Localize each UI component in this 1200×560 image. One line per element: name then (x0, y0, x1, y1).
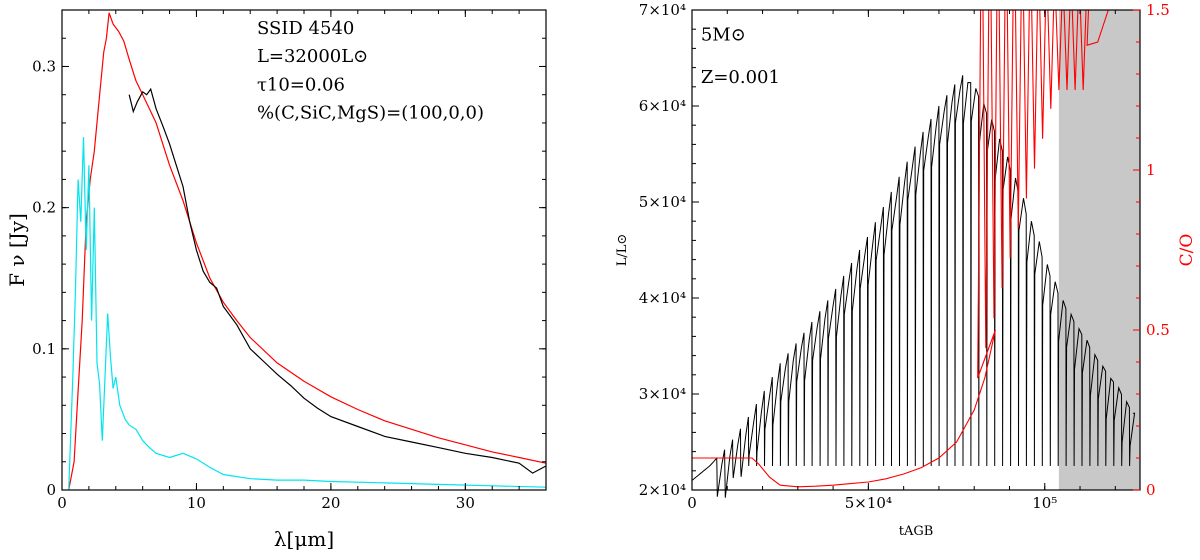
evolution-panel: 0 5×10⁴ 10⁵ 2×10⁴ 3×10⁴ 4×10⁴ 5×10⁴ 6×10⁴ 7×10⁴ 0… (615, 1, 1197, 539)
x-tick-label: 10 (187, 494, 206, 512)
sed-annotation: SSID 4540 (257, 18, 354, 39)
evolution-annotation: Z=0.001 (701, 67, 780, 88)
x-tick-label: 10⁵ (1032, 494, 1057, 512)
y2-tick-label: 1 (1146, 161, 1156, 179)
evolution-x-axis-label: tAGB (899, 524, 934, 539)
sed-x-axis-label: λ[μm] (274, 527, 334, 551)
evolution-annotation: 5M⊙ (701, 25, 746, 46)
x-tick-label: 5×10⁴ (845, 494, 892, 512)
y-tick-label: 2×10⁴ (639, 481, 686, 499)
evolution-shaded-region (1058, 10, 1140, 490)
sed-annotation: %(C,SiC,MgS)=(100,0,0) (257, 103, 484, 124)
y-tick-label: 7×10⁴ (639, 1, 686, 19)
y-tick-label: 0.2 (32, 199, 56, 217)
y2-tick-label: 0 (1146, 481, 1156, 499)
x-tick-label: 30 (456, 494, 475, 512)
y-tick-label: 3×10⁴ (639, 385, 686, 403)
luminosity-series-line (691, 75, 1136, 498)
sed-annotation: τ10=0.06 (257, 74, 345, 95)
sed-series-line (128, 87, 547, 474)
y-tick-label: 5×10⁴ (639, 193, 686, 211)
evolution-y-axis-label: L/L⊙ (615, 234, 630, 267)
y-tick-label: 6×10⁴ (639, 97, 686, 115)
x-tick-label: 0 (57, 494, 67, 512)
sed-annotation: L=32000L⊙ (257, 46, 368, 67)
evolution-plot-frame (691, 9, 1141, 491)
evolution-axis-ticks: 0 5×10⁴ 10⁵ 2×10⁴ 3×10⁴ 4×10⁴ 5×10⁴ 6×10⁴ 7×10⁴ 0… (639, 1, 1170, 512)
sed-series-line (68, 12, 547, 491)
x-tick-label: 20 (321, 494, 340, 512)
y2-tick-label: 0.5 (1146, 321, 1170, 339)
y-tick-label: 4×10⁴ (639, 289, 686, 307)
evolution-y2-axis-label: C/O (1177, 234, 1197, 267)
sed-annotations: SSID 4540 L=32000L⊙ τ10=0.06 %(C,SiC,MgS)=(… (257, 18, 484, 124)
y-tick-label: 0.1 (32, 340, 56, 358)
sed-axis-ticks: 0 10 20 30 0 0.1 0.2 0.3 (32, 9, 547, 512)
sed-series-group (68, 12, 547, 491)
evolution-shaded-region-group (1058, 10, 1140, 490)
y-tick-label: 0 (46, 481, 56, 499)
y-tick-label: 0.3 (32, 57, 56, 75)
y2-tick-label: 1.5 (1146, 1, 1170, 19)
x-tick-label: 0 (687, 494, 697, 512)
evolution-annotations: 5M⊙ Z=0.001 (701, 25, 780, 88)
sed-panel: 0 10 20 30 0 0.1 0.2 0.3 SSID 4540 L=32000L⊙ τ10=… (5, 9, 547, 551)
sed-y-axis-label: F ν [Jy] (5, 213, 29, 287)
sed-series-line (68, 137, 547, 491)
